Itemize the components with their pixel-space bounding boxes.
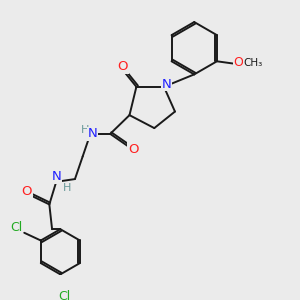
Text: N: N: [88, 128, 98, 140]
Text: Cl: Cl: [11, 221, 23, 234]
Text: O: O: [128, 143, 138, 156]
Text: O: O: [233, 56, 243, 69]
Text: H: H: [62, 183, 71, 193]
Text: N: N: [51, 170, 61, 183]
Text: Cl: Cl: [58, 290, 70, 300]
Text: CH₃: CH₃: [244, 58, 263, 68]
Text: O: O: [117, 60, 128, 73]
Text: H: H: [81, 125, 90, 135]
Text: O: O: [22, 185, 32, 198]
Text: N: N: [161, 77, 171, 91]
